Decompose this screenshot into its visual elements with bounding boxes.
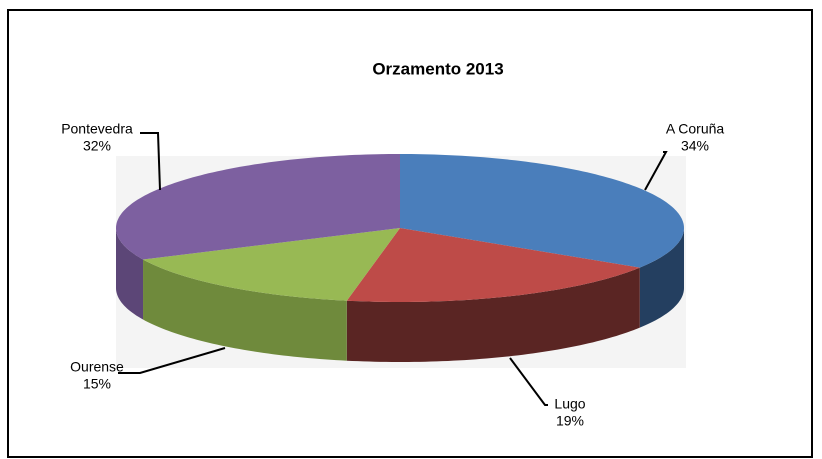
category-label: Pontevedra [61,121,133,137]
slice [346,228,640,302]
category-label: Lugo [554,396,585,412]
chart-title: Orzamento 2013 [372,59,503,78]
value-label: 32% [83,138,111,154]
slice-side [116,228,144,320]
leader-line [509,357,548,406]
slice [143,228,400,301]
slice-side [143,259,347,361]
value-label: 15% [83,376,111,392]
slice [116,154,401,260]
leader-line [644,151,668,191]
slice-side [346,267,640,362]
slice [400,154,684,268]
category-label: A Coruña [666,121,725,137]
leader-line [140,132,161,191]
leader-line [118,347,226,374]
category-label: Ourense [70,359,124,375]
slice-side [639,228,684,328]
pie-sides [116,228,684,362]
value-label: 34% [681,138,709,154]
value-label: 19% [556,413,584,429]
pie-tops [116,154,684,302]
